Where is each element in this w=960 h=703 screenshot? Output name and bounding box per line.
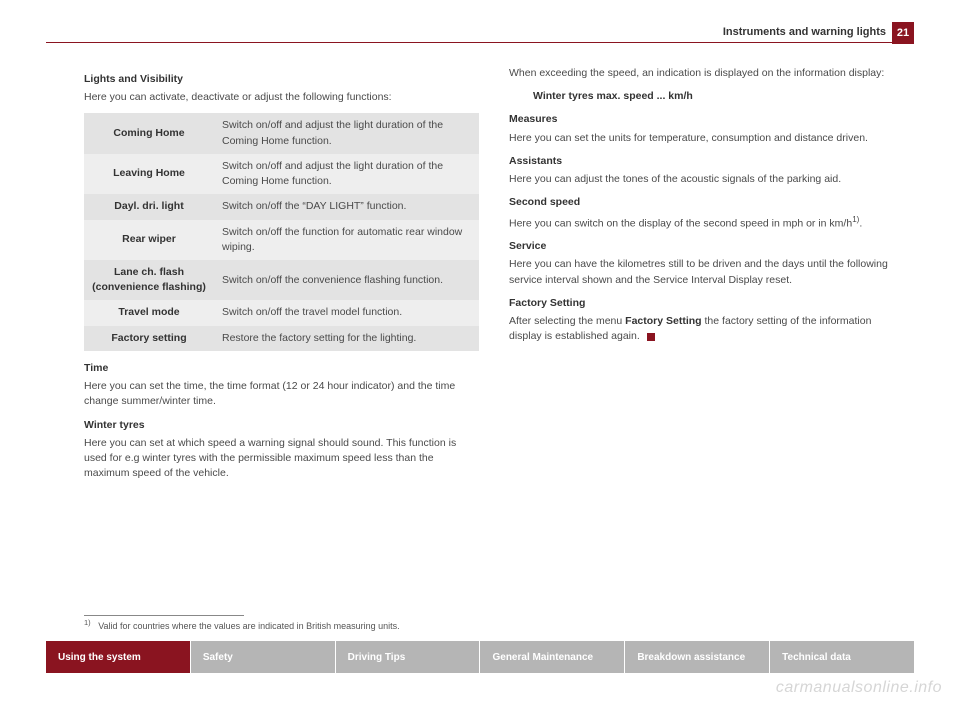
header-title: Instruments and warning lights [723, 26, 886, 38]
footnote-rule [84, 615, 244, 616]
lights-heading: Lights and Visibility [84, 72, 479, 87]
func-desc: Switch on/off and adjust the light durat… [214, 154, 479, 194]
measures-heading: Measures [509, 112, 904, 127]
func-label: Lane ch. flash (convenience flashing) [84, 260, 214, 300]
factory-bold: Factory Setting [625, 315, 701, 327]
left-column: Lights and Visibility Here you can activ… [84, 66, 479, 489]
func-label: Factory setting [84, 326, 214, 351]
table-row: Leaving Home Switch on/off and adjust th… [84, 154, 479, 194]
func-label: Dayl. dri. light [84, 194, 214, 219]
assistants-text: Here you can adjust the tones of the aco… [509, 172, 904, 187]
exceed-text: When exceeding the speed, an indication … [509, 66, 904, 81]
table-row: Rear wiper Switch on/off the function fo… [84, 220, 479, 260]
service-heading: Service [509, 239, 904, 254]
time-heading: Time [84, 361, 479, 376]
func-label: Travel mode [84, 300, 214, 325]
functions-table: Coming Home Switch on/off and adjust the… [84, 113, 479, 350]
table-row: Travel mode Switch on/off the travel mod… [84, 300, 479, 325]
footnote: 1) Valid for countries where the values … [84, 618, 400, 631]
footnote-marker: 1) [84, 618, 91, 627]
end-square-icon [647, 333, 655, 341]
page: Instruments and warning lights 21 Lights… [0, 0, 960, 703]
content-area: Lights and Visibility Here you can activ… [0, 48, 960, 489]
func-desc: Switch on/off the convenience flashing f… [214, 260, 479, 300]
func-desc: Switch on/off and adjust the light durat… [214, 113, 479, 153]
func-desc: Restore the factory setting for the ligh… [214, 326, 479, 351]
nav-tabs: Using the system Safety Driving Tips Gen… [46, 641, 914, 673]
func-label: Leaving Home [84, 154, 214, 194]
table-row: Dayl. dri. light Switch on/off the “DAY … [84, 194, 479, 219]
factory-pre: After selecting the menu [509, 315, 625, 327]
watermark: carmanualsonline.info [776, 679, 942, 697]
table-row: Coming Home Switch on/off and adjust the… [84, 113, 479, 153]
page-header: Instruments and warning lights 21 [0, 0, 960, 48]
tab-general-maintenance[interactable]: General Maintenance [480, 641, 624, 673]
winter-text: Here you can set at which speed a warnin… [84, 436, 479, 482]
assistants-heading: Assistants [509, 154, 904, 169]
right-column: When exceeding the speed, an indication … [509, 66, 904, 489]
header-rule [46, 42, 914, 43]
second-speed-text: Here you can switch on the display of th… [509, 214, 904, 232]
time-text: Here you can set the time, the time form… [84, 379, 479, 409]
func-desc: Switch on/off the function for automatic… [214, 220, 479, 260]
func-label: Rear wiper [84, 220, 214, 260]
tab-safety[interactable]: Safety [191, 641, 335, 673]
factory-text: After selecting the menu Factory Setting… [509, 314, 904, 344]
factory-heading: Factory Setting [509, 296, 904, 311]
func-desc: Switch on/off the “DAY LIGHT” function. [214, 194, 479, 219]
func-label: Coming Home [84, 113, 214, 153]
tab-breakdown-assistance[interactable]: Breakdown assistance [625, 641, 769, 673]
table-row: Factory setting Restore the factory sett… [84, 326, 479, 351]
second-speed-heading: Second speed [509, 195, 904, 210]
table-row: Lane ch. flash (convenience flashing) Sw… [84, 260, 479, 300]
tab-technical-data[interactable]: Technical data [770, 641, 914, 673]
second-speed-pre: Here you can switch on the display of th… [509, 217, 852, 229]
winter-heading: Winter tyres [84, 418, 479, 433]
tab-driving-tips[interactable]: Driving Tips [336, 641, 480, 673]
page-number: 21 [892, 22, 914, 44]
measures-text: Here you can set the units for temperatu… [509, 131, 904, 146]
footnote-text: Valid for countries where the values are… [98, 621, 400, 631]
second-speed-post: . [859, 217, 862, 229]
service-text: Here you can have the kilometres still t… [509, 257, 904, 287]
lights-intro: Here you can activate, deactivate or adj… [84, 90, 479, 105]
tab-using-system[interactable]: Using the system [46, 641, 190, 673]
exceed-message: Winter tyres max. speed ... km/h [533, 89, 904, 104]
func-desc: Switch on/off the travel model function. [214, 300, 479, 325]
